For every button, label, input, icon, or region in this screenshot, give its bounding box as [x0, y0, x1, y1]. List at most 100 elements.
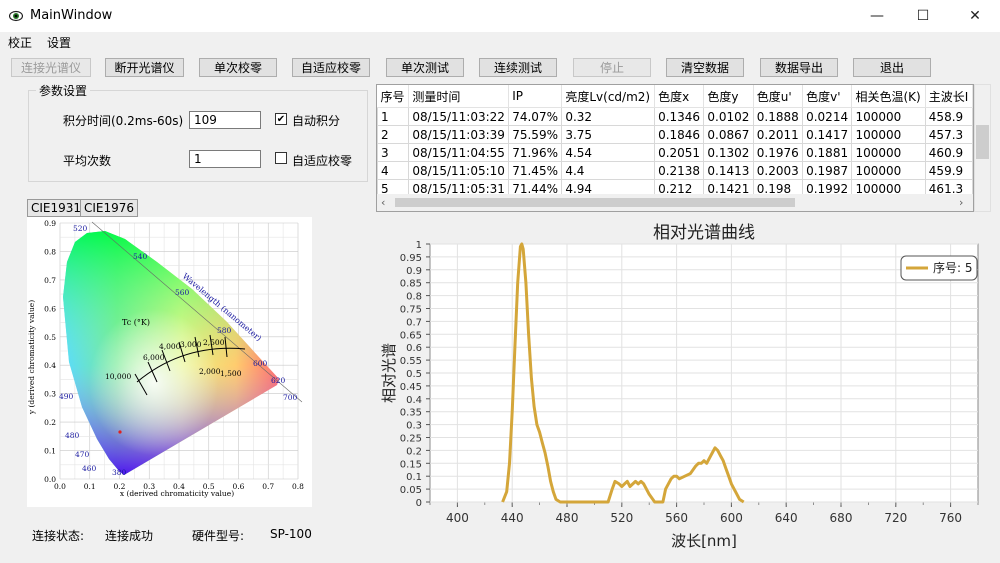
table-cell[interactable]: 460.9	[924, 143, 973, 162]
table-cell[interactable]: 0.1888	[752, 107, 804, 126]
y-tick-label: 0.55	[400, 356, 422, 367]
table-cell[interactable]: 4.94	[561, 179, 656, 198]
integration-time-input[interactable]: 109	[189, 111, 261, 129]
exit-button[interactable]: 退出	[853, 58, 931, 77]
maximize-button[interactable]: ☐	[900, 0, 946, 32]
close-button[interactable]: ✕	[952, 0, 998, 32]
table-cell[interactable]: 100000	[851, 179, 926, 198]
adaptive-zero-checkbox[interactable]	[275, 152, 287, 164]
table-cell[interactable]: 0.0214	[802, 107, 853, 126]
cie-y-tick: 0.1	[44, 447, 56, 456]
column-header[interactable]: 色度u'	[753, 85, 804, 108]
table-cell[interactable]: 1	[377, 107, 410, 126]
column-header[interactable]: 亮度Lv(cd/m2)	[561, 85, 656, 108]
scroll-left-icon[interactable]: ‹	[381, 196, 386, 209]
cie-x-tick: 0.7	[262, 482, 274, 491]
horizontal-scroll-thumb[interactable]	[395, 198, 795, 207]
table-cell[interactable]: 3.75	[561, 125, 656, 144]
tab-cie1931[interactable]: CIE1931	[27, 199, 86, 217]
disconnect-spectrometer-button[interactable]: 断开光谱仪	[105, 58, 184, 77]
table-row[interactable]: 4 08/15/11:05:10 71.45% 4.4 0.2138 0.1413 0.20…	[377, 161, 973, 180]
measured-point	[118, 430, 122, 434]
table-cell[interactable]: 0.2051	[654, 143, 705, 162]
results-table[interactable]: 序号 测量时间 IP 亮度Lv(cd/m2) 色度x 色度y 色度u' 色度v' 相关色温(K)…	[376, 84, 974, 212]
table-cell[interactable]: 2	[377, 125, 410, 144]
table-cell[interactable]: 0.2003	[752, 161, 804, 180]
table-cell[interactable]: 4.4	[561, 161, 656, 180]
table-cell[interactable]: 08/15/11:04:55	[408, 143, 510, 162]
connect-spectrometer-button[interactable]: 连接光谱仪	[11, 58, 91, 77]
table-row[interactable]: 5 08/15/11:05:31 71.44% 4.94 0.212 0.1421 0.19…	[377, 179, 973, 198]
single-test-button[interactable]: 单次测试	[386, 58, 464, 77]
table-cell[interactable]: 457.3	[924, 125, 973, 144]
table-cell[interactable]: 0.1417	[802, 125, 853, 144]
table-cell[interactable]: 0.1992	[802, 179, 853, 198]
table-cell[interactable]: 0.1413	[703, 161, 754, 180]
vertical-scroll-thumb[interactable]	[976, 125, 989, 159]
table-cell[interactable]: 08/15/11:03:39	[408, 125, 510, 144]
wavelength-labels: 380 460 470 480 490 520 540 560 580 600 …	[59, 224, 298, 477]
menu-settings[interactable]: 设置	[47, 36, 72, 50]
param-groupbox	[28, 90, 368, 182]
table-cell[interactable]: 08/15/11:05:10	[408, 161, 510, 180]
table-cell[interactable]: 75.59%	[508, 125, 563, 144]
column-header[interactable]: 色度x	[654, 85, 705, 108]
continuous-test-button[interactable]: 连续测试	[479, 58, 557, 77]
column-header[interactable]: 主波长I	[925, 85, 973, 108]
table-cell[interactable]: 458.9	[924, 107, 973, 126]
table-cell[interactable]: 100000	[851, 143, 926, 162]
column-header[interactable]: 测量时间	[408, 85, 510, 108]
clear-data-button[interactable]: 清空数据	[666, 58, 744, 77]
single-zero-button[interactable]: 单次校零	[199, 58, 277, 77]
table-cell[interactable]: 0.1976	[752, 143, 804, 162]
table-cell[interactable]: 71.96%	[508, 143, 563, 162]
table-cell[interactable]: 3	[377, 143, 410, 162]
table-cell[interactable]: 0.1846	[654, 125, 705, 144]
table-row[interactable]: 3 08/15/11:04:55 71.96% 4.54 0.2051 0.1302 0.1…	[377, 143, 973, 162]
table-row[interactable]: 2 08/15/11:03:39 75.59% 3.75 0.1846 0.0867 0.2…	[377, 125, 973, 144]
table-cell[interactable]: 0.212	[654, 179, 705, 198]
column-header[interactable]: 色度y	[703, 85, 754, 108]
column-header[interactable]: 序号	[377, 85, 410, 108]
table-cell[interactable]: 0.0102	[703, 107, 754, 126]
cie-y-tick: 0.8	[44, 247, 56, 256]
table-cell[interactable]: 0.0867	[703, 125, 754, 144]
cie-x-tick: 0.6	[233, 482, 245, 491]
minimize-button[interactable]: —	[854, 0, 900, 32]
column-header[interactable]: IP	[508, 85, 563, 108]
table-cell[interactable]: 71.45%	[508, 161, 563, 180]
tab-cie1976[interactable]: CIE1976	[80, 199, 139, 217]
table-row[interactable]: 1 08/15/11:03:22 74.07% 0.32 0.1346 0.0102 0.1…	[377, 107, 973, 126]
planckian-locus	[136, 347, 246, 383]
table-cell[interactable]: 4.54	[561, 143, 656, 162]
column-header[interactable]: 相关色温(K)	[851, 85, 926, 108]
table-cell[interactable]: 0.32	[561, 107, 656, 126]
table-cell[interactable]: 100000	[851, 107, 926, 126]
export-data-button[interactable]: 数据导出	[760, 58, 838, 77]
menu-calibrate[interactable]: 校正	[8, 36, 33, 50]
table-cell[interactable]: 4	[377, 161, 410, 180]
stop-button[interactable]: 停止	[573, 58, 651, 77]
wl-600: 600	[253, 359, 268, 368]
table-cell[interactable]: 0.1881	[802, 143, 853, 162]
auto-integration-checkbox[interactable]: ✔	[275, 113, 287, 125]
table-cell[interactable]: 08/15/11:03:22	[408, 107, 510, 126]
table-cell[interactable]: 100000	[851, 125, 926, 144]
locus-guide-line	[91, 221, 303, 403]
table-cell[interactable]: 100000	[851, 161, 926, 180]
table-cell[interactable]: 0.2138	[654, 161, 705, 180]
table-cell[interactable]: 0.1346	[654, 107, 705, 126]
table-cell[interactable]: 0.1302	[703, 143, 754, 162]
column-header[interactable]: 色度v'	[802, 85, 853, 108]
auto-integration-label: 自动积分	[292, 114, 341, 128]
table-vertical-scrollbar[interactable]	[974, 84, 991, 212]
table-horizontal-scrollbar[interactable]: ‹ ›	[377, 194, 973, 211]
table-cell[interactable]: 0.2011	[752, 125, 804, 144]
table-cell[interactable]: 0.1987	[802, 161, 853, 180]
average-count-input[interactable]: 1	[189, 150, 261, 168]
adaptive-zero-button[interactable]: 自适应校零	[292, 58, 370, 77]
table-cell[interactable]: 459.9	[924, 161, 973, 180]
table-cell[interactable]: 74.07%	[508, 107, 563, 126]
scroll-right-icon[interactable]: ›	[959, 196, 964, 209]
y-tick-label: 0.9	[406, 266, 422, 277]
